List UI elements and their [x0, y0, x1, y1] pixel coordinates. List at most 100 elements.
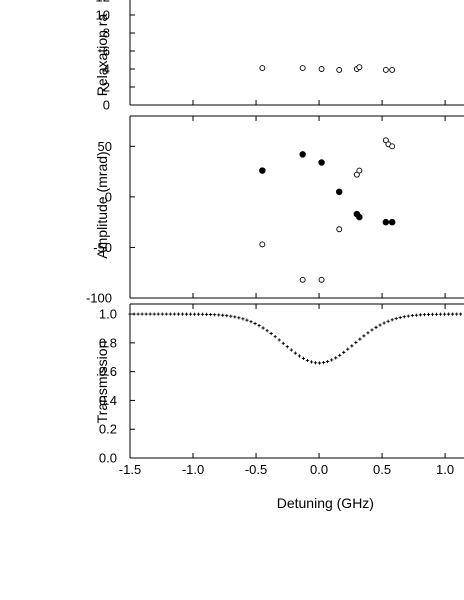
x-tick-label: -1.0 — [182, 462, 204, 477]
data-point-open — [318, 66, 325, 72]
panel-2: 50 -0 -50 -100 Amplitude (mrad) — [86, 115, 464, 306]
data-point-open — [336, 66, 343, 73]
data-point-open — [356, 167, 363, 174]
y-axis-title: Amplitude (mrad) — [94, 151, 110, 258]
data-point — [402, 315, 406, 319]
data-point — [273, 335, 277, 339]
y-tick-label: 12 — [96, 0, 110, 5]
data-point — [257, 324, 261, 328]
y-tick-label: 6 — [103, 44, 110, 59]
data-point — [334, 356, 338, 360]
y-tick-label: -0 — [100, 189, 112, 204]
y-axis-title: Transmission — [94, 341, 110, 424]
data-point-open — [382, 137, 389, 144]
y-tick-label: 0 — [103, 98, 110, 113]
data-point-open — [336, 226, 343, 233]
x-tick-label: 0.0 — [310, 462, 328, 477]
data-point — [326, 359, 330, 364]
y-tick-label: 1.0 — [99, 307, 117, 322]
data-point — [209, 312, 213, 317]
data-point-open — [353, 171, 360, 178]
data-point — [253, 321, 257, 326]
data-point — [221, 313, 225, 317]
data-point — [430, 312, 435, 316]
data-point-filled — [318, 159, 325, 166]
data-point — [180, 312, 185, 316]
data-point — [144, 312, 148, 316]
data-point — [366, 331, 370, 335]
data-point — [200, 312, 205, 316]
data-point — [378, 323, 382, 327]
y-axis-title: Relaxation ra — [94, 14, 110, 97]
data-point — [213, 313, 217, 317]
data-point-open — [299, 65, 306, 72]
data-point — [317, 361, 322, 365]
panel-3: 0.0 0.2 0.4 0.6 0.8 1.0 -1.5 -1.0 -0.5 0.0 0.5 1.0 T… — [94, 303, 464, 511]
data-point-filled — [382, 218, 390, 226]
data-point — [265, 329, 269, 333]
y-tick-label: 0.8 — [99, 335, 117, 350]
data-point — [362, 334, 366, 338]
y-tick-label: 8 — [103, 26, 110, 41]
data-point-open — [356, 64, 363, 71]
data-point — [285, 345, 289, 349]
data-point — [459, 312, 463, 316]
data-point-open — [259, 241, 266, 248]
data-point-open — [299, 276, 306, 283]
data-point — [192, 312, 197, 316]
data-point — [132, 312, 136, 316]
data-point — [447, 312, 451, 316]
data-point — [241, 317, 245, 321]
data-point — [148, 312, 152, 316]
data-point — [217, 313, 221, 317]
data-point — [382, 321, 386, 325]
data-point — [176, 312, 180, 316]
data-point — [418, 313, 422, 317]
data-point — [414, 313, 418, 317]
data-point — [269, 331, 273, 336]
data-point — [398, 315, 402, 320]
data-point — [455, 312, 459, 316]
data-point — [410, 313, 414, 318]
y-tick-label: 4 — [103, 62, 110, 77]
data-point-filled — [388, 218, 396, 226]
x-tick-label: 1.0 — [436, 462, 454, 477]
data-point — [438, 312, 443, 316]
data-point — [451, 312, 455, 316]
data-point — [370, 328, 374, 332]
data-point — [281, 341, 285, 345]
data-point — [229, 314, 233, 318]
data-point — [128, 312, 132, 316]
data-point — [245, 318, 249, 322]
data-point — [321, 361, 326, 365]
data-point-open — [389, 143, 396, 150]
data-point — [249, 320, 253, 324]
data-point — [354, 340, 358, 345]
data-point-open — [259, 65, 266, 72]
data-point — [237, 316, 241, 320]
data-point — [386, 319, 390, 323]
data-point — [188, 312, 193, 316]
x-axis-title: Detuning (GHz) — [277, 495, 374, 511]
data-point — [196, 312, 201, 316]
data-point — [434, 312, 439, 316]
data-point-open — [389, 66, 396, 73]
data-point — [301, 356, 306, 361]
data-point — [426, 312, 431, 317]
x-tick-label: -0.5 — [245, 462, 267, 477]
data-point-filled — [259, 167, 266, 174]
data-point — [346, 347, 350, 351]
panel-1: 0 2 4 6 8 10 12 Relaxation ra — [94, 0, 464, 113]
data-point-open — [382, 66, 389, 73]
data-point — [136, 312, 140, 316]
data-point — [289, 348, 293, 352]
data-point-filled — [356, 213, 363, 221]
data-point-open — [318, 276, 325, 283]
data-point — [205, 312, 209, 316]
data-point — [261, 326, 265, 330]
data-point — [233, 315, 237, 319]
data-point — [338, 353, 342, 357]
data-point-filled — [299, 151, 306, 158]
data-point — [225, 314, 229, 318]
